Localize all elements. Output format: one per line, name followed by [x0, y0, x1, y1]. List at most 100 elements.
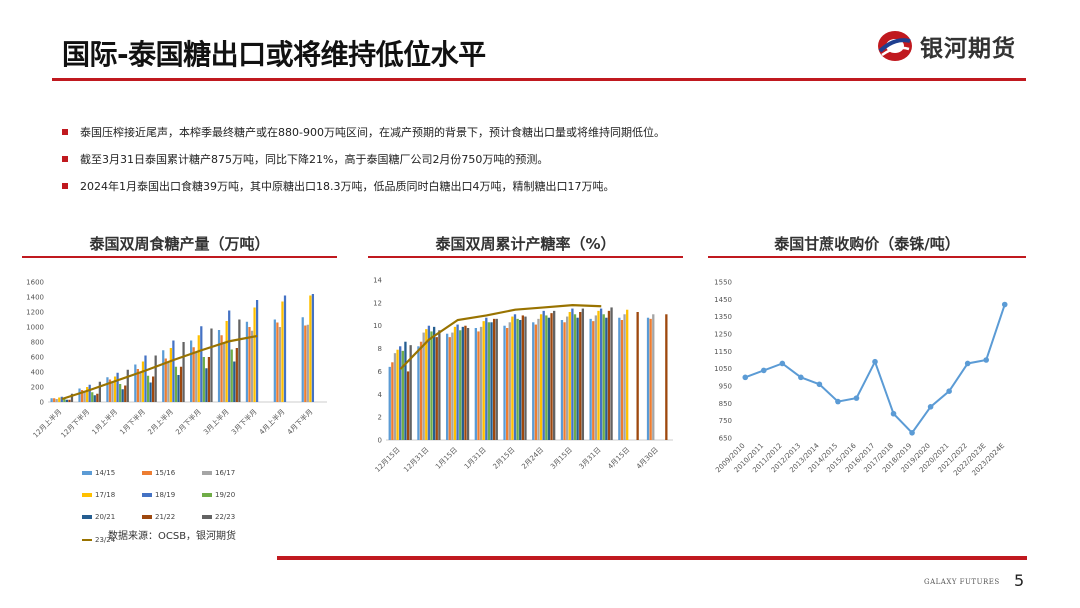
legend-label: 18/19: [155, 491, 176, 499]
chart3-title-rule: [708, 256, 1026, 258]
bar-21-22: [96, 393, 99, 402]
bar-21-22: [492, 318, 496, 440]
legend-label: 21/22: [155, 513, 176, 521]
bar-18-19: [116, 372, 119, 402]
bar-16-17: [139, 372, 142, 402]
bar-14-15: [190, 340, 193, 402]
bar-20-21: [404, 341, 407, 440]
price-point: [964, 360, 971, 367]
bar-14-15: [445, 333, 449, 440]
bullet-item: 截至3月31日泰国累计糖产875万吨，同比下降21%，高于泰国糖厂公司2月份75…: [62, 145, 1022, 172]
bar-19-20: [91, 392, 94, 402]
bar-20-21: [432, 326, 436, 440]
bar-14-15: [217, 330, 221, 402]
bar-19-20: [202, 357, 205, 402]
bullet-item: 泰国压榨接近尾声，本榨季最终糖产或在880-900万吨区间，在减产预期的背景下，…: [62, 118, 1022, 145]
bar-14-15: [646, 317, 650, 440]
bar-17-18: [253, 307, 256, 402]
chart1-legend: 14/15 15/16 16/17 17/18 18/19 19/20 20/21 21/22…: [82, 460, 302, 549]
bar-17-18: [396, 349, 399, 440]
bar-17-18: [58, 397, 61, 402]
bar-22-23: [238, 319, 241, 402]
line-23-24: [399, 304, 602, 370]
chart1-title-rule: [22, 256, 337, 258]
bar-17-18: [86, 387, 89, 402]
price-point: [872, 358, 878, 365]
bar-19-20: [573, 314, 577, 440]
bullet-marker-icon: [62, 128, 68, 135]
price-point: [835, 398, 841, 405]
price-point: [890, 410, 897, 417]
bar-15-16: [220, 335, 223, 402]
y-tick-label: 1200: [26, 309, 44, 317]
price-point: [798, 374, 804, 381]
bar-15-16: [164, 358, 167, 402]
bar-18-19: [399, 346, 402, 440]
bar-15-16: [620, 320, 624, 440]
bar-15-16: [505, 328, 509, 440]
bar-21-22: [636, 312, 639, 440]
bar-14-15: [417, 346, 420, 440]
legend-swatch-icon: [202, 515, 212, 519]
legend-label: 14/15: [95, 469, 116, 477]
bar-17-18: [281, 301, 284, 402]
bar-20-21: [205, 368, 208, 402]
sugar-yield-chart: 0 2 4 6 8 10 12 14 12月15日 12月31日 1月15日 1月31日 2月15日 2月…: [373, 277, 673, 474]
bar-21-22: [406, 371, 410, 440]
y-tick-label: 1250: [714, 331, 732, 339]
bar-17-18: [141, 361, 145, 402]
y-tick-label: 14: [373, 277, 382, 285]
bar-14-15: [503, 325, 506, 440]
bar-21-22: [579, 312, 582, 440]
x-tick-label: 12月上半月: [31, 407, 63, 439]
legend-label: 22/23: [215, 513, 236, 521]
bar-14-15: [474, 328, 477, 440]
bar-14-15: [162, 350, 165, 402]
bar-21-22: [521, 315, 525, 440]
bar-14-15: [589, 318, 592, 440]
bar-21-22: [464, 325, 467, 440]
bar-20-21: [490, 322, 493, 440]
bar-16-17: [652, 314, 655, 440]
bar-20-21: [605, 317, 608, 440]
y-tick-label: 1550: [714, 279, 732, 287]
bar-17-18: [113, 376, 117, 402]
y-tick-label: 400: [31, 369, 44, 377]
bar-17-18: [482, 321, 485, 440]
legend-item: 22/23: [202, 508, 262, 526]
bar-22-23: [524, 316, 527, 440]
bar-14-15: [273, 319, 276, 402]
bar-21-22: [235, 348, 238, 402]
x-tick-label: 3月下半月: [229, 407, 258, 436]
chart2-title: 泰国双周累计产糖率（%）: [435, 235, 616, 253]
bar-16-17: [195, 352, 198, 402]
bar-17-18: [225, 321, 228, 402]
bar-16-17: [566, 316, 569, 440]
bar-14-15: [532, 322, 535, 440]
footer-brand: GALAXY FUTURES: [924, 578, 1000, 586]
bar-22-23: [495, 318, 498, 440]
x-tick-label: 2月上半月: [146, 407, 175, 436]
legend-item: 21/22: [142, 508, 202, 526]
bar-20-21: [547, 317, 551, 440]
bar-14-15: [301, 317, 304, 402]
price-point: [742, 374, 749, 381]
bar-22-23: [70, 393, 74, 402]
bar-15-16: [592, 321, 595, 440]
bar-15-16: [248, 327, 251, 402]
x-tick-label: 1月下半月: [118, 407, 147, 436]
y-tick-label: 1450: [714, 296, 732, 304]
bar-15-16: [563, 322, 566, 440]
bar-15-16: [391, 362, 394, 440]
price-point: [779, 360, 786, 367]
bar-18-19: [513, 314, 517, 440]
bar-22-23: [581, 308, 585, 440]
bar-21-22: [665, 314, 668, 440]
bar-16-17: [222, 342, 226, 402]
bar-18-19: [172, 340, 175, 402]
bar-14-15: [245, 321, 249, 402]
y-tick-label: 1150: [714, 348, 732, 356]
x-tick-label: 3月15日: [549, 446, 574, 471]
bar-16-17: [393, 353, 397, 440]
y-tick-label: 800: [31, 339, 44, 347]
